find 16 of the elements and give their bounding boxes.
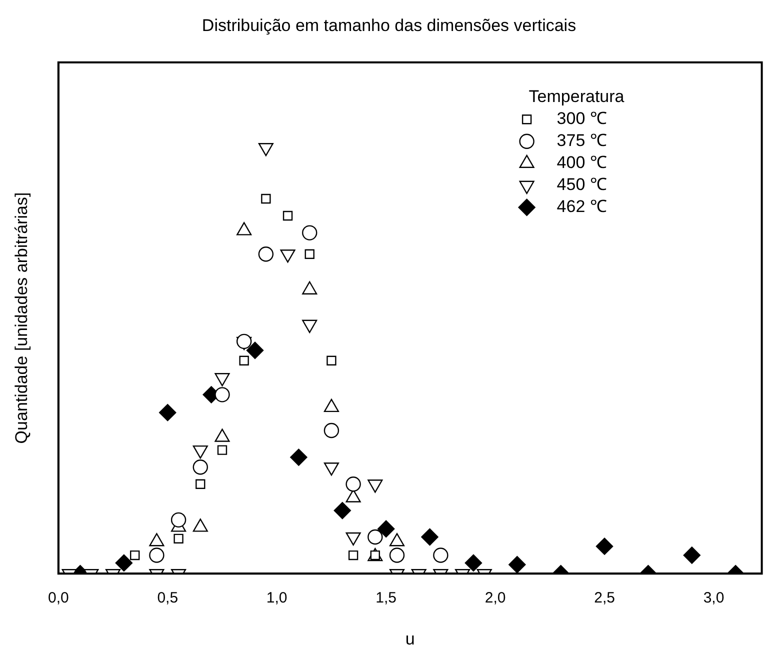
- legend-title: Temperatura: [528, 87, 625, 106]
- legend-label: 400 ℃: [556, 153, 607, 172]
- x-tick-label: 2,5: [594, 590, 615, 607]
- legend-label: 450 ℃: [556, 175, 607, 194]
- x-tick-label: 0,5: [157, 590, 178, 607]
- x-tick-label: 1,0: [266, 590, 288, 607]
- x-tick-label: 2,0: [484, 590, 506, 607]
- x-tick-label: 1,5: [376, 590, 396, 607]
- x-tick-label: 0,0: [48, 590, 69, 607]
- legend-label: 462 ℃: [556, 197, 607, 216]
- y-axis-title: Quantidade [unidades arbitrárias]: [12, 192, 31, 444]
- legend-label: 375 ℃: [556, 131, 607, 150]
- chart-title: Distribuição em tamanho das dimensões verticais: [202, 16, 576, 35]
- x-tick-label: 3,0: [703, 590, 724, 607]
- legend-label: 300 ℃: [556, 109, 607, 128]
- x-axis-title: u: [405, 629, 415, 648]
